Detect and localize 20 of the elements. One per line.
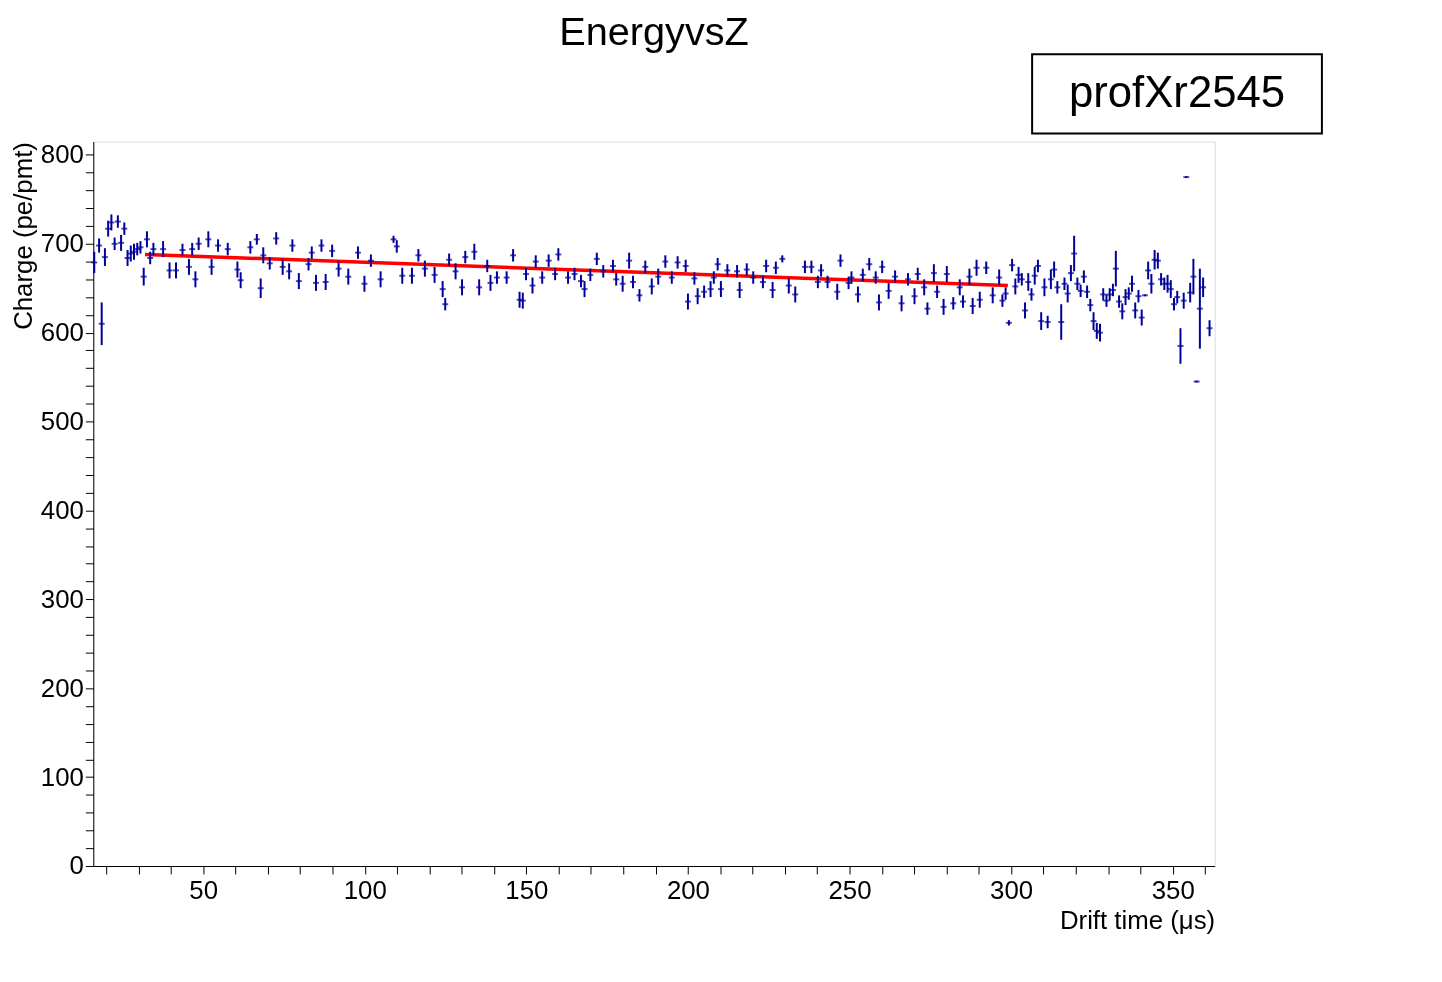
y-tick-label: 200 <box>40 673 84 702</box>
x-tick-label: 200 <box>666 876 710 905</box>
x-tick-label: 300 <box>990 876 1034 905</box>
y-tick-label: 500 <box>40 406 84 435</box>
y-tick-label: 0 <box>69 851 84 880</box>
x-tick-label: 250 <box>828 876 872 905</box>
y-tick-label: 600 <box>40 318 84 347</box>
y-tick-label: 400 <box>40 495 84 524</box>
x-tick-label: 150 <box>505 876 549 905</box>
y-tick-label: 300 <box>40 584 84 613</box>
x-tick-label: 100 <box>343 876 387 905</box>
y-tick-label: 800 <box>40 140 84 169</box>
x-tick-label: 350 <box>1151 876 1195 905</box>
y-tick-label: 100 <box>40 762 84 791</box>
x-tick-label: 50 <box>189 876 219 905</box>
y-axis-title: Charge (pe/pmt) <box>8 142 37 330</box>
chart-title: EnergyvsZ <box>559 9 749 54</box>
y-tick-label: 700 <box>40 229 84 258</box>
x-axis-title: Drift time (μs) <box>1059 906 1216 935</box>
text: profXr2545 <box>1069 66 1286 116</box>
